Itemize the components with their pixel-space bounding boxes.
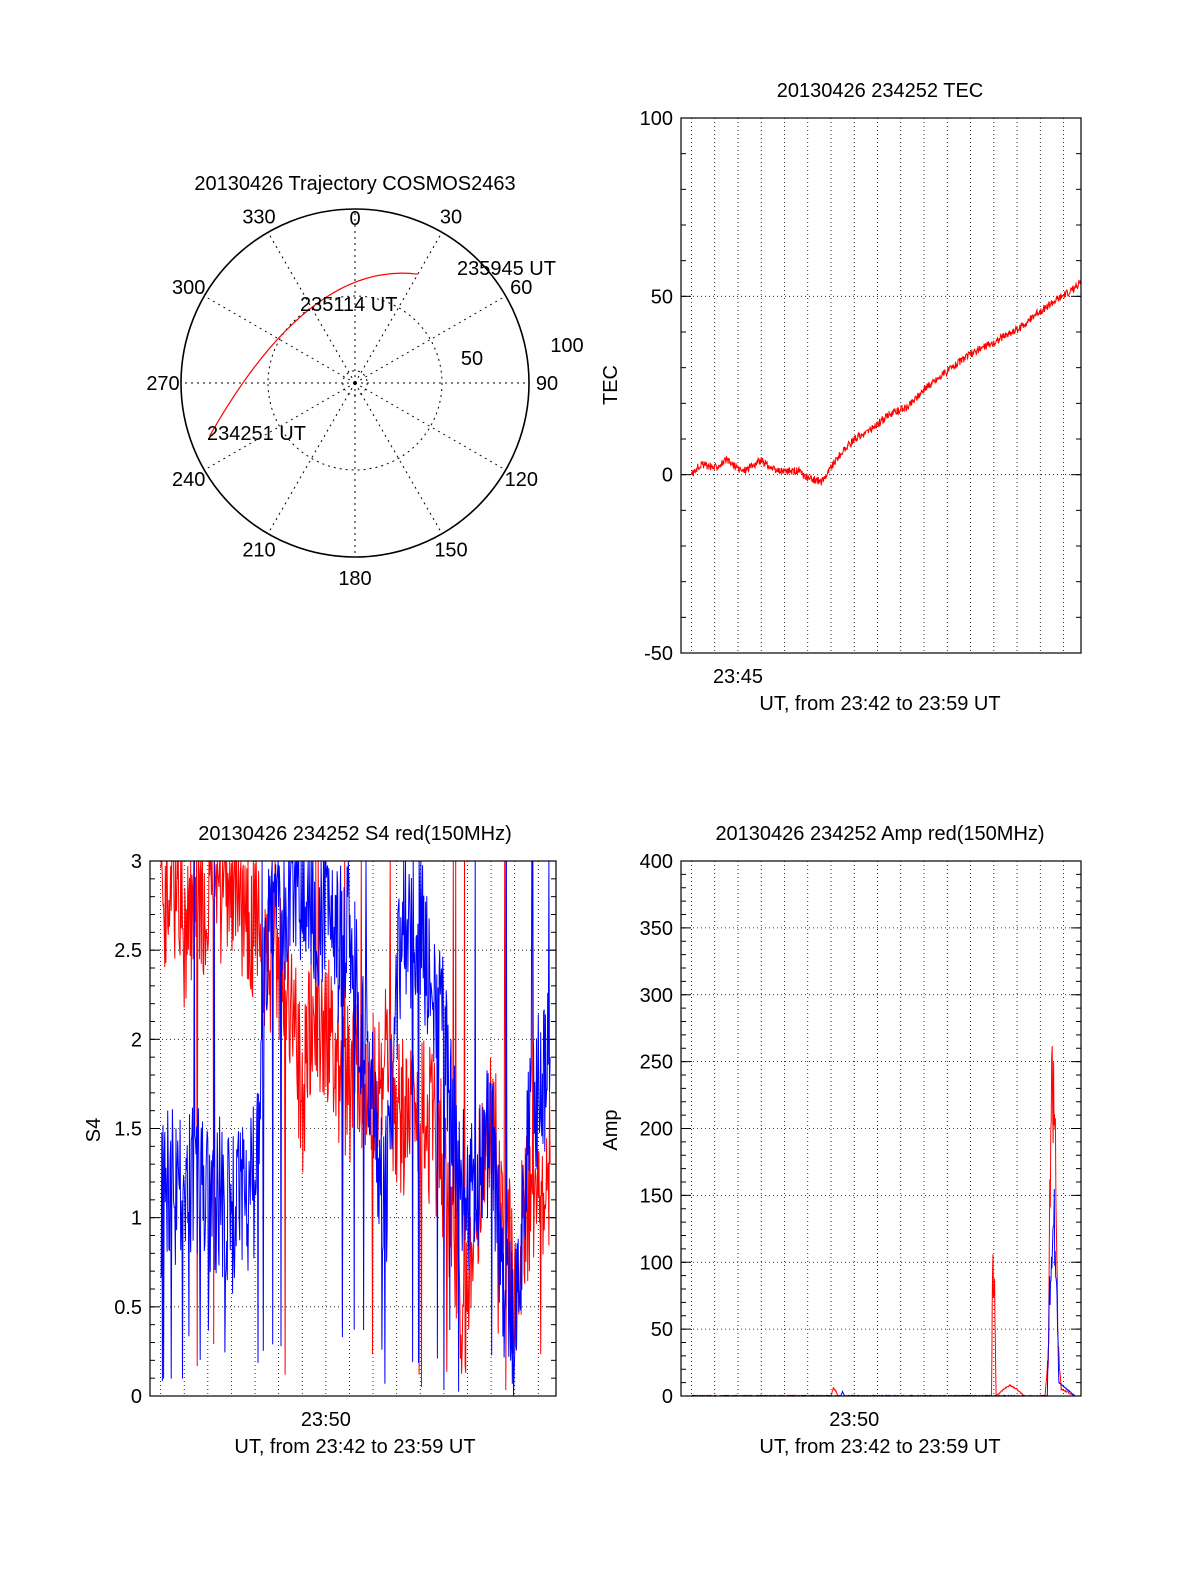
polar-radial-label-50: 50 xyxy=(461,348,483,370)
polar-azimuth-label: 180 xyxy=(338,568,371,590)
polar-grid xyxy=(181,209,529,557)
polar-point-label-mid: 235114 UT xyxy=(300,294,397,316)
polar-trajectory-plot: 20130426 Trajectory COSMOS2463 0 30 60 90 12… xyxy=(146,173,583,590)
polar-azimuth-label: 150 xyxy=(434,539,467,561)
plot-frame xyxy=(680,860,1082,1397)
polar-point-label-end: 235945 UT xyxy=(457,258,556,280)
polar-ring xyxy=(342,370,368,396)
polar-spoke xyxy=(267,382,356,534)
polar-azimuth-label: 210 xyxy=(242,539,275,561)
s4-ylabel: S4 xyxy=(83,1118,105,1142)
s4-title: 20130426 234252 S4 red(150MHz) xyxy=(198,823,512,845)
y-tick-label: 200 xyxy=(640,1119,673,1141)
polar-azimuth-label: 270 xyxy=(146,373,179,395)
polar-azimuth-label: 30 xyxy=(440,207,462,229)
y-tick-label: 0 xyxy=(662,465,673,487)
polar-azimuth-labels: 0 30 60 90 120 150 180 210 240 270 300 330 xyxy=(146,207,558,590)
polar-azimuth-label: 120 xyxy=(505,469,538,491)
y-tick-label: 0 xyxy=(662,1386,673,1408)
x-tick-label: 23:50 xyxy=(829,1409,879,1431)
tec-ylabel: TEC xyxy=(600,365,622,405)
series-line-red xyxy=(691,1045,1076,1398)
y-tick-label: 50 xyxy=(651,286,673,308)
polar-azimuth-label: 240 xyxy=(172,469,205,491)
s4-xlabel: UT, from 23:42 to 23:59 UT xyxy=(234,1436,475,1458)
polar-outer-ring xyxy=(180,208,530,558)
y-tick-label: 2 xyxy=(131,1029,142,1051)
y-tick-label: 0.5 xyxy=(114,1297,142,1319)
polar-spoke xyxy=(267,232,356,384)
polar-azimuth-label: 60 xyxy=(510,277,532,299)
y-tick-label: 1.5 xyxy=(114,1119,142,1141)
y-tick-label: 2.5 xyxy=(114,940,142,962)
polar-azimuth-label: 0 xyxy=(349,208,360,230)
polar-ring xyxy=(267,295,443,471)
y-tick-label: 1 xyxy=(131,1208,142,1230)
x-tick-label: 23:45 xyxy=(713,666,763,688)
polar-spoke xyxy=(204,295,356,384)
y-tick-label: 50 xyxy=(651,1319,673,1341)
y-tick-label: -50 xyxy=(644,643,673,665)
polar-point-label-start: 234251 UT xyxy=(207,423,306,445)
polar-azimuth-label: 300 xyxy=(172,277,205,299)
tec-plot: 20130426 234252 TEC TEC UT, from 23:42 t… xyxy=(600,80,1082,715)
amp-title: 20130426 234252 Amp red(150MHz) xyxy=(715,823,1044,845)
polar-title: 20130426 Trajectory COSMOS2463 xyxy=(194,173,515,195)
polar-spoke xyxy=(354,232,443,384)
y-tick-label: 100 xyxy=(640,108,673,130)
polar-spoke xyxy=(204,382,356,471)
amp-plot: 20130426 234252 Amp red(150MHz) Amp UT, … xyxy=(600,823,1082,1458)
x-tick-label: 23:50 xyxy=(301,1409,351,1431)
series-line-red xyxy=(691,279,1082,486)
tec-title: 20130426 234252 TEC xyxy=(777,80,983,102)
plot-frame xyxy=(149,860,557,1397)
series-line-blue xyxy=(691,1188,1076,1397)
tec-xlabel: UT, from 23:42 to 23:59 UT xyxy=(759,693,1000,715)
y-tick-label: 100 xyxy=(640,1252,673,1274)
y-tick-label: 0 xyxy=(131,1386,142,1408)
polar-spoke xyxy=(354,382,506,471)
polar-azimuth-label: 330 xyxy=(242,207,275,229)
amp-ylabel: Amp xyxy=(600,1109,622,1150)
polar-spoke xyxy=(354,382,443,534)
amp-xlabel: UT, from 23:42 to 23:59 UT xyxy=(759,1436,1000,1458)
polar-spoke xyxy=(354,295,506,384)
y-tick-label: 250 xyxy=(640,1052,673,1074)
y-tick-label: 400 xyxy=(640,851,673,873)
y-tick-label: 3 xyxy=(131,851,142,873)
polar-radial-label-100: 100 xyxy=(550,335,583,357)
y-tick-label: 350 xyxy=(640,918,673,940)
polar-azimuth-label: 90 xyxy=(536,373,558,395)
s4-plot: 20130426 234252 S4 red(150MHz) S4 UT, fr… xyxy=(83,823,557,1458)
y-tick-label: 150 xyxy=(640,1185,673,1207)
plot-frame xyxy=(680,117,1082,654)
polar-trajectory-line xyxy=(209,272,418,437)
y-tick-label: 300 xyxy=(640,985,673,1007)
series-line-blue xyxy=(160,860,551,1397)
